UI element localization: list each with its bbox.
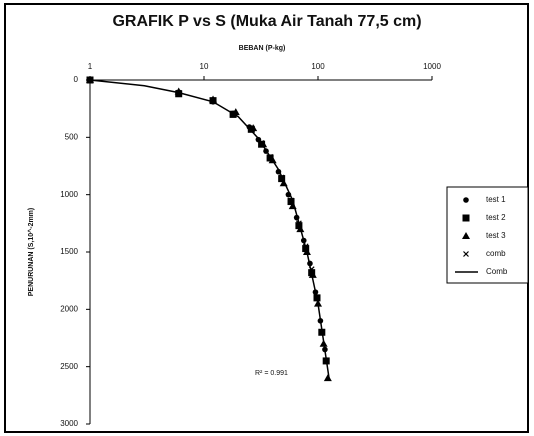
legend-label: Comb [486,267,508,276]
data-point [278,175,286,183]
legend-swatch [462,214,470,222]
y-tick-label: 2000 [60,304,78,313]
legend-swatch [463,197,469,203]
data-point [287,198,295,206]
legend-label: test 3 [486,231,506,240]
x-axis-label: BEBAN (P-kg) [239,45,286,52]
data-point [308,270,317,278]
x-tick-label: 10 [200,62,209,71]
y-tick-label: 3000 [60,419,78,428]
y-tick-label: 0 [74,75,79,84]
annotation: R² = 0.991 [255,370,288,377]
legend-swatch [463,251,469,257]
chart-frame [4,3,529,433]
y-tick-label: 1000 [60,190,78,199]
data-point [259,140,268,148]
x-tick-label: 1 [88,62,93,71]
y-tick-label: 500 [65,132,79,141]
legend-label: comb [486,249,506,258]
y-axis-label: PENURUNAN (S,10^-2mm) [27,208,35,297]
legend-swatch [462,232,470,239]
legend-label: test 1 [486,195,506,204]
y-tick-label: 1500 [60,247,78,256]
x-tick-label: 100 [311,62,325,71]
legend-label: test 2 [486,213,506,222]
y-tick-label: 2500 [60,362,78,371]
data-point [249,124,258,132]
legend-box [446,186,529,284]
trend-line [89,79,330,379]
data-point [266,154,274,162]
data-point [323,374,332,382]
x-tick-label: 1000 [423,62,441,71]
chart-title: GRAFIK P vs S (Muka Air Tanah 77,5 cm) [112,13,421,30]
